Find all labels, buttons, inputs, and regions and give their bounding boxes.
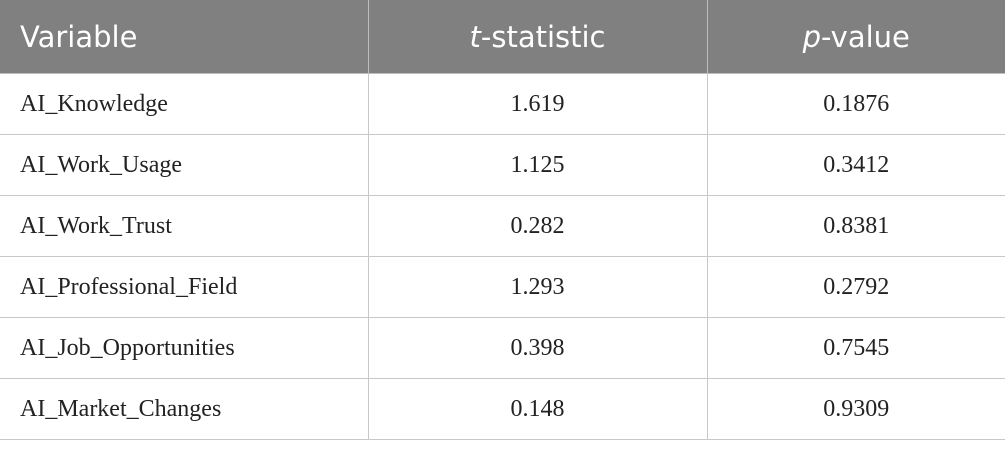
variable-cell: AI_Professional_Field [0,256,369,318]
variable-cell: AI_Market_Changes [0,378,369,440]
table-row: AI_Knowledge 1.619 0.1876 [0,73,1005,135]
value-cell: 0.3412 [706,134,1005,196]
value-cell: 0.9309 [706,378,1005,440]
results-table: Variable t-statistic p-value AI_Knowledg… [0,0,1005,440]
value-cell: 1.125 [367,134,708,196]
value-cell: 0.8381 [706,195,1005,257]
table-row: AI_Professional_Field 1.293 0.2792 [0,256,1005,318]
value-cell: 1.293 [367,256,708,318]
value-cell: 1.619 [367,73,708,135]
header-cell: t-statistic [367,0,708,74]
variable-cell: AI_Job_Opportunities [0,317,369,379]
table-row: AI_Work_Trust 0.282 0.8381 [0,195,1005,257]
table-row: AI_Market_Changes 0.148 0.9309 [0,378,1005,440]
table-row: AI_Work_Usage 1.125 0.3412 [0,134,1005,196]
value-cell: 0.2792 [706,256,1005,318]
value-cell: 0.1876 [706,73,1005,135]
header-cell: Variable [0,0,369,74]
variable-cell: AI_Work_Trust [0,195,369,257]
table-row: AI_Job_Opportunities 0.398 0.7545 [0,317,1005,379]
value-cell: 0.148 [367,378,708,440]
header-row: Variable t-statistic p-value [0,0,1005,74]
table-body: AI_Knowledge 1.619 0.1876 AI_Work_Usage 1.12… [0,73,1005,440]
value-cell: 0.7545 [706,317,1005,379]
variable-cell: AI_Work_Usage [0,134,369,196]
header-cell: p-value [706,0,1005,74]
variable-cell: AI_Knowledge [0,73,369,135]
value-cell: 0.398 [367,317,708,379]
value-cell: 0.282 [367,195,708,257]
